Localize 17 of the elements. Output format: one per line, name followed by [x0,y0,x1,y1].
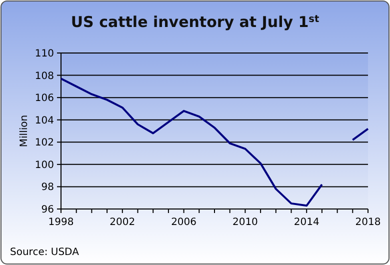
source-note: Source: USDA [10,247,80,258]
y-axis-title: Million [19,114,30,148]
y-tick-label: 108 [34,70,54,82]
x-tick-label: 2002 [110,217,136,228]
y-tick-label: 96 [41,204,54,216]
y-tick-label: 104 [34,115,54,126]
x-tick-label: 2014 [294,217,320,228]
y-tick-label: 102 [34,138,54,149]
chart-title: US cattle inventory at July 1$^{st}$ [70,13,320,31]
y-tick-label: 106 [34,93,54,104]
x-tick-label: 2018 [355,217,381,228]
x-tick-label: 2010 [232,217,258,228]
x-tick-label: 2006 [171,217,197,228]
y-tick-label: 98 [41,182,54,194]
y-tick-label: 100 [34,160,54,171]
y-tick-label: 110 [34,48,54,60]
x-tick-label: 1998 [48,217,74,228]
